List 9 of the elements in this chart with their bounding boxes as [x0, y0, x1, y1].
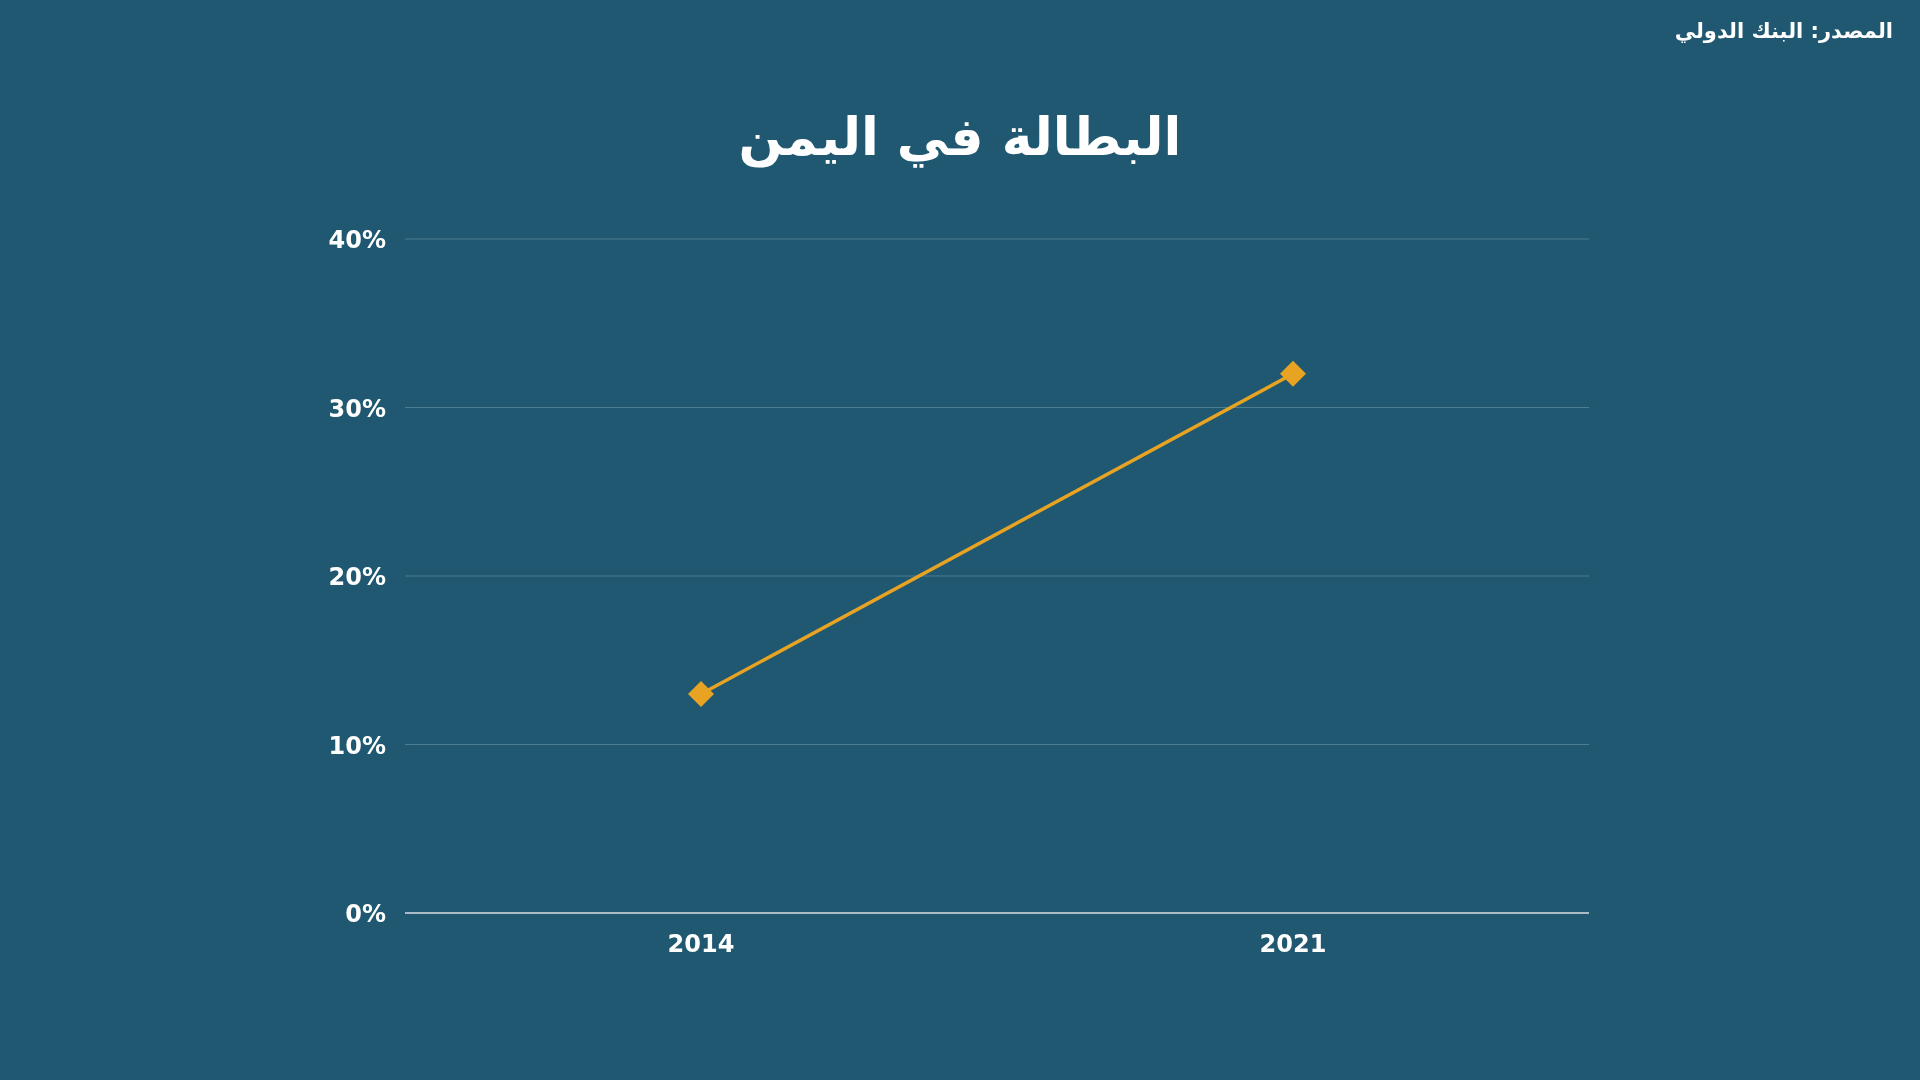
text: المصدر: البنك الدولي: [1674, 19, 1893, 43]
y-tick-label: 20%: [328, 563, 386, 591]
y-tick-label: 30%: [328, 394, 386, 423]
x-tick-label: 2021: [1259, 930, 1327, 958]
chart-title: البطالة في اليمن: [738, 107, 1182, 168]
y-tick-label: 40%: [328, 226, 386, 254]
x-tick-label: 2014: [667, 930, 735, 958]
y-tick-label: 10%: [328, 731, 386, 760]
y-tick-label: 0%: [345, 900, 386, 928]
